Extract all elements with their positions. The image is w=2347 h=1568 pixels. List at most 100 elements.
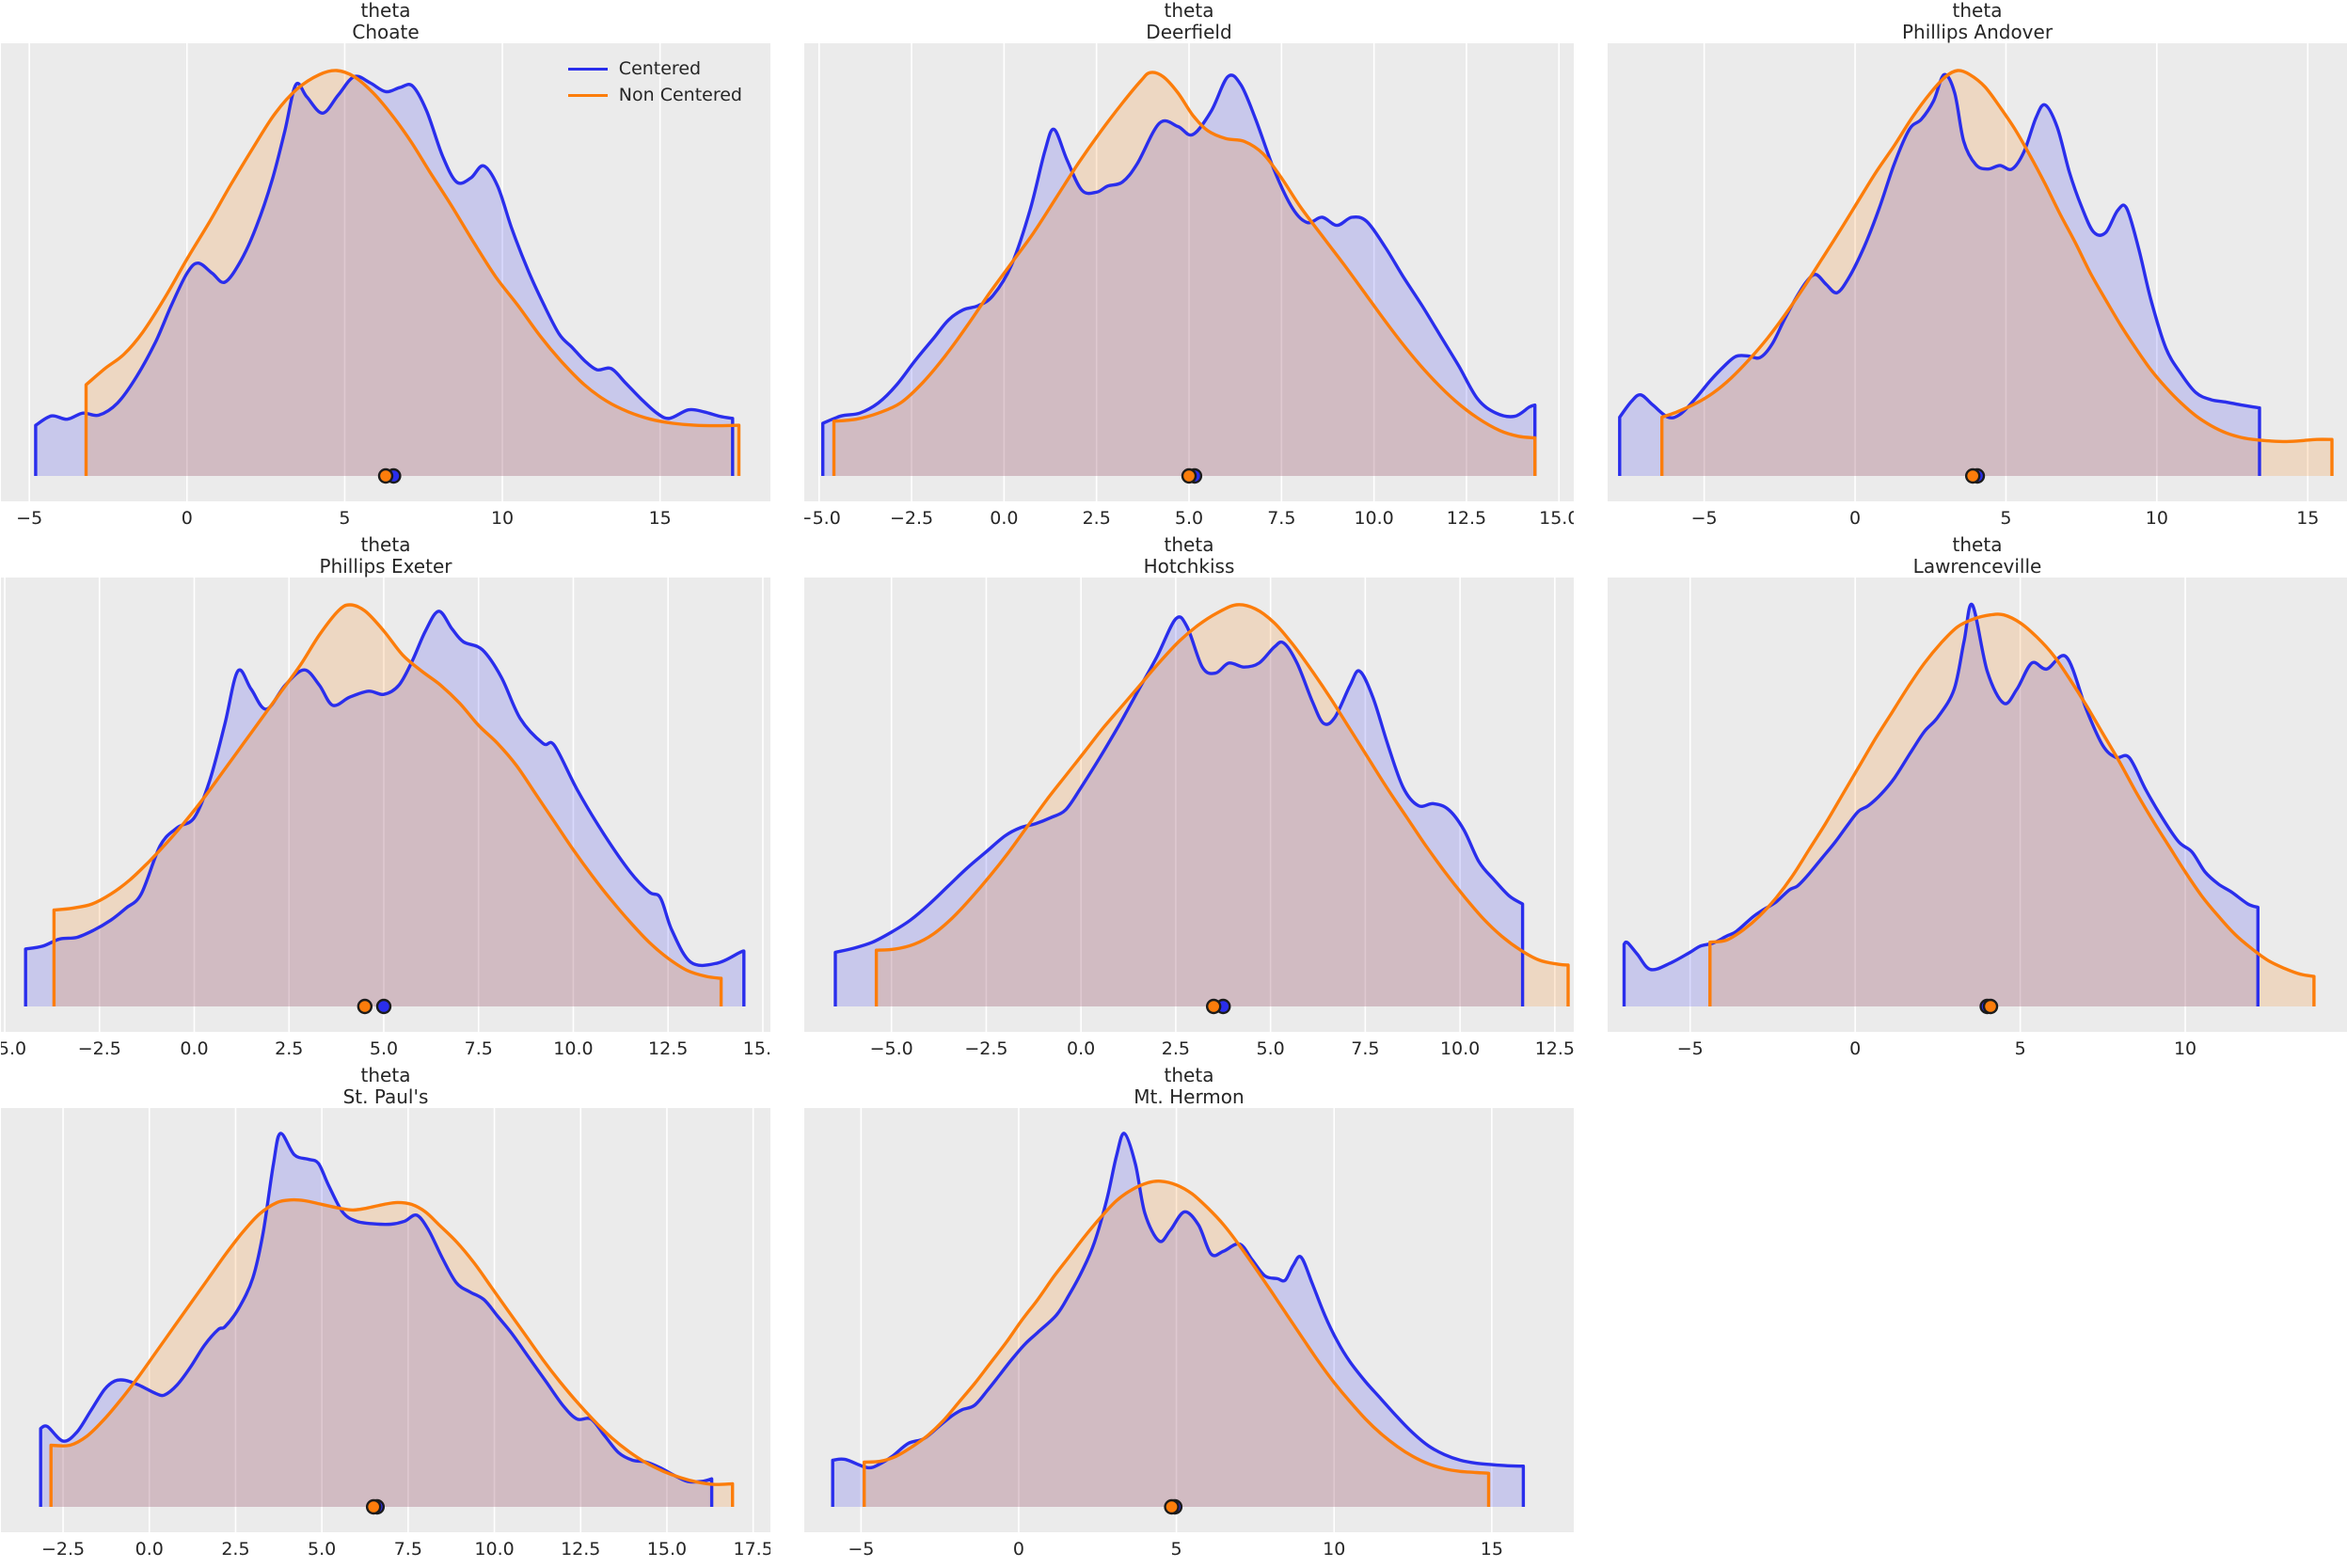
subplot-title-group: Deerfield [1146,21,1232,43]
legend: Centered Non Centered [567,58,742,105]
x-tick-label: 15.0 [647,1539,687,1560]
x-tick-label: 10 [491,508,514,529]
x-tick-label: 7.5 [1351,1038,1379,1059]
x-tick-label: 0 [1849,1038,1861,1059]
x-tick-label: 7.5 [1267,508,1295,529]
kde-fill-centered [40,1132,712,1507]
point-estimate-non-centered [357,998,373,1015]
x-tick-label: −2.5 [890,508,933,529]
x-tick-label: 5.0 [1257,1038,1285,1059]
x-tick-label: 5 [2015,1038,2026,1059]
kde-line-centered [1618,72,2261,476]
x-tick-label: 12.5 [1535,1038,1574,1059]
kde-line-non-centered [874,603,1570,1006]
kde-fill-centered [833,1132,1524,1507]
subplot-title: theta Phillips Andover [1608,0,2347,43]
x-tick-label: 5 [1171,1539,1182,1560]
subplot-title-var: theta [360,0,411,22]
x-tick-label: 0 [1013,1539,1024,1560]
plot-background [1,578,770,1032]
kde-fill-centered [835,616,1523,1006]
subplot-title: theta Lawrenceville [1608,534,2347,578]
point-estimate-centered [375,998,392,1015]
x-tick-label: 5.0 [370,1038,398,1059]
kde-plot-canvas: −5.0 −2.5 0.0 2.5 5.0 7.5 10.0 12.5 15.0 [804,43,1574,529]
plot-background [1,43,770,501]
x-tick-label: −5 [848,1539,874,1560]
kde-fill-non-centered [1661,70,2332,477]
x-tick-label: −5.0 [870,1038,913,1059]
x-tick-label: 12.5 [1447,508,1486,529]
x-tick-label: −5.0 [1,1038,26,1059]
x-tick-label: 10 [1323,1539,1345,1560]
legend-item: Non Centered [567,85,742,105]
subplot-title: theta Phillips Exeter [1,534,770,578]
kde-line-centered [821,73,1537,476]
point-estimate-non-centered [1181,467,1197,484]
kde-line-non-centered [1660,69,2334,476]
legend-item: Centered [567,58,742,79]
kde-line-centered [831,1132,1526,1507]
legend-line-swatch [567,93,608,97]
kde-fill-non-centered [1709,613,2314,1006]
subplot-title-var: theta [1164,1064,1214,1086]
kde-line-centered [833,615,1525,1006]
subplot-deerfield: theta Deerfield −5.0 −2.5 0.0 2.5 5.0 7.5 10.0 12… [804,0,1574,532]
subplot-title-var: theta [1164,0,1214,22]
kde-fill-non-centered [51,1199,733,1507]
subplot-title: theta St. Paul's [1,1065,770,1108]
subplot-title-group: Choate [352,21,420,43]
kde-plot-canvas: −5 0 5 10 [1608,578,2347,1059]
subplot-title-var: theta [360,533,411,556]
kde-fill-centered [1624,604,2259,1006]
x-tick-label: 15.0 [743,1038,770,1059]
x-tick-label: 15.0 [1539,508,1574,529]
kde-fill-centered [822,74,1535,476]
x-tick-label: 5 [339,508,350,529]
x-tick-label: −5 [16,508,42,529]
x-tick-label: 0 [1849,508,1861,529]
x-tick-label: 7.5 [394,1539,422,1560]
subplot-hotchkiss: theta Hotchkiss −5.0 −2.5 0.0 2.5 5.0 7.5 10.0 12… [804,534,1574,1063]
kde-line-centered [24,610,746,1006]
kde-line-non-centered [1708,612,2316,1006]
kde-fill-non-centered [876,604,1568,1006]
kde-line-centered [39,1132,714,1507]
subplot-title-group: Phillips Andover [1901,21,2054,43]
x-tick-label: 7.5 [465,1038,493,1059]
x-tick-label: 10.0 [474,1539,514,1560]
kde-line-non-centered [832,71,1537,476]
x-tick-label: 0.0 [135,1539,164,1560]
x-tick-label: 2.5 [275,1038,303,1059]
kde-fill-non-centered [864,1180,1489,1507]
kde-plot-canvas: −5 0 5 10 15 [1608,43,2347,529]
x-tick-label: 10 [2174,1038,2196,1059]
subplot-phillips-andover: theta Phillips Andover −5 0 5 10 15 [1608,0,2347,532]
legend-label: Non Centered [618,85,742,105]
kde-plot-canvas: −5.0 −2.5 0.0 2.5 5.0 7.5 10.0 12.5 [804,578,1574,1059]
x-tick-label: −5 [1677,1038,1704,1059]
kde-line-centered [34,74,735,476]
kde-plot-canvas: −5.0 −2.5 0.0 2.5 5.0 7.5 10.0 12.5 15.0 [1,578,770,1059]
subplot-title-var: theta [1164,533,1214,556]
x-tick-label: 0.0 [180,1038,208,1059]
x-tick-label: 15 [649,508,672,529]
point-estimate-non-centered [377,467,394,484]
kde-line-centered [1622,602,2260,1006]
x-tick-label: 2.5 [221,1539,249,1560]
x-tick-label: 12.5 [561,1539,600,1560]
kde-line-non-centered [863,1179,1491,1507]
plot-background [804,578,1574,1032]
x-tick-label: 0.0 [1067,1038,1095,1059]
plot-background [1608,43,2347,501]
x-tick-label: 15 [1481,1539,1503,1560]
x-tick-label: −2.5 [964,1038,1007,1059]
x-tick-label: 5.0 [308,1539,336,1560]
x-tick-label: 0.0 [990,508,1018,529]
x-tick-label: −5.0 [804,508,841,529]
subplot-title-group: Mt. Hermon [1134,1085,1245,1108]
subplot-title: theta Deerfield [804,0,1574,43]
x-tick-label: −5 [1691,508,1718,529]
subplot-title: theta Mt. Hermon [804,1065,1574,1108]
x-tick-label: 10.0 [1440,1038,1480,1059]
